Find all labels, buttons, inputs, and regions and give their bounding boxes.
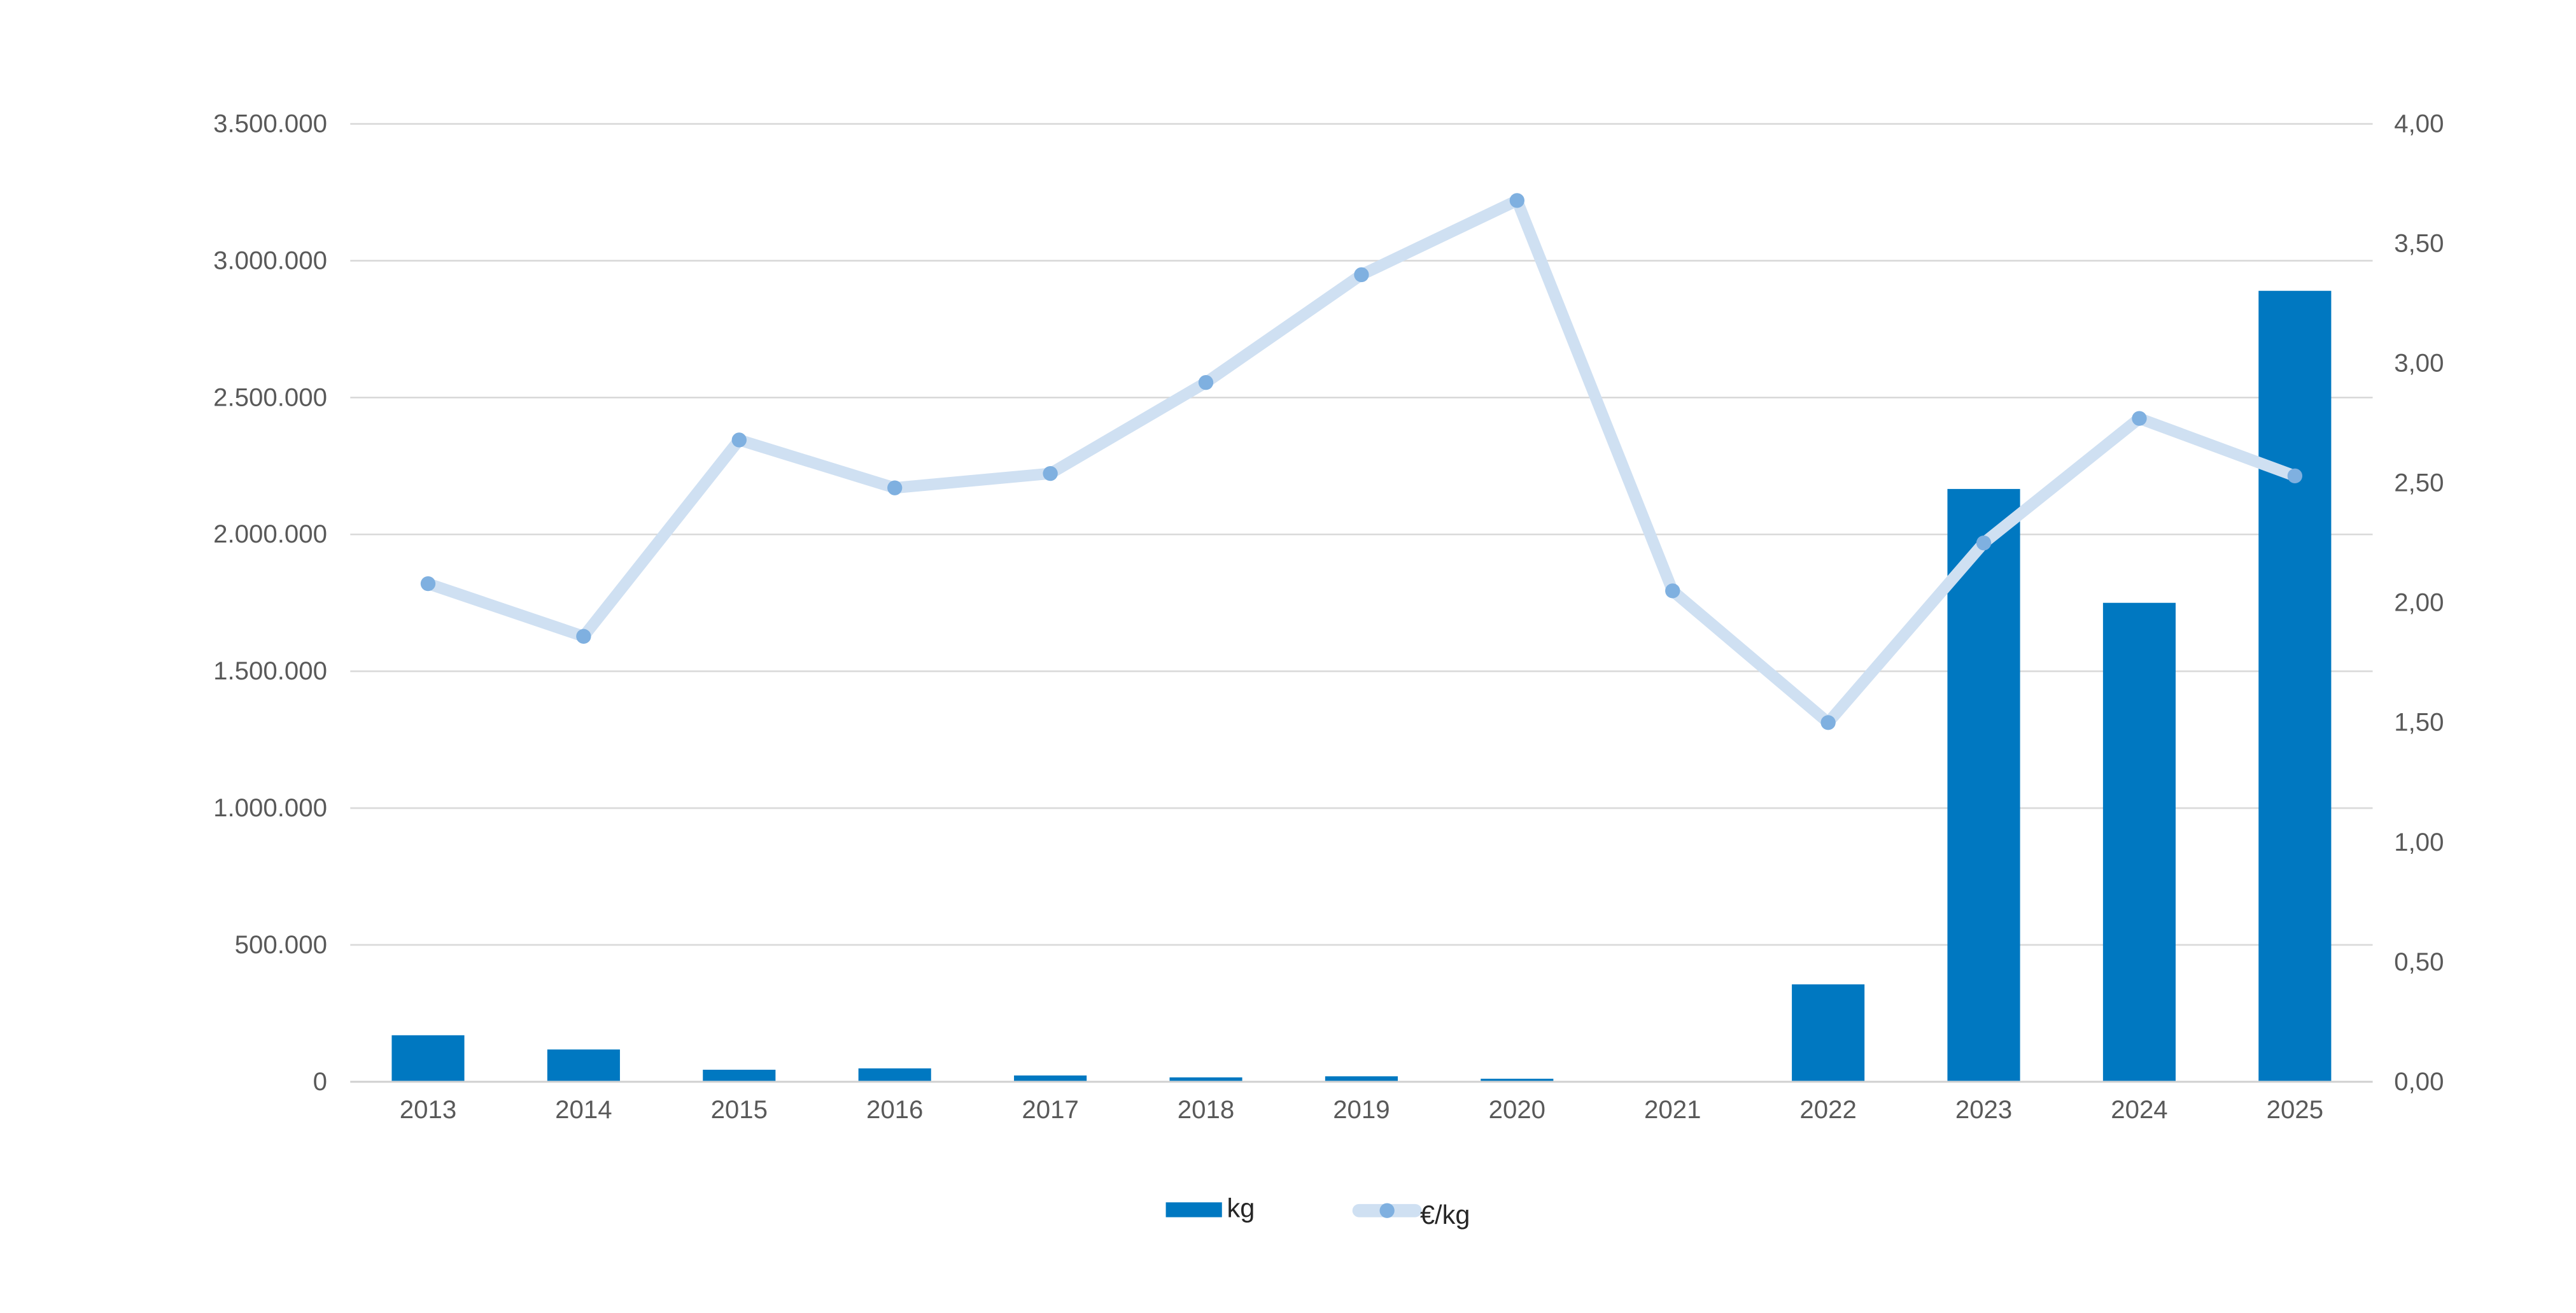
x-tick-label: 2022 <box>1799 1095 1856 1124</box>
bar-2025 <box>2258 290 2332 1082</box>
right-tick-label: 0,00 <box>2394 1067 2444 1096</box>
x-tick-label: 2017 <box>1022 1095 1078 1124</box>
bar-2013 <box>391 1035 465 1082</box>
right-tick-label: 3,00 <box>2394 349 2444 378</box>
x-axis-ticks: 2013 2014 2015 2016 2017 2018 2019 2020 2021 2022… <box>400 1095 2323 1124</box>
price-point-2017 <box>1043 465 1058 481</box>
price-point-2018 <box>1198 375 1214 390</box>
right-tick-label: 1,50 <box>2394 708 2444 737</box>
x-tick-label: 2016 <box>866 1095 923 1124</box>
bar-2020 <box>1481 1079 1554 1082</box>
bar-2019 <box>1325 1076 1398 1082</box>
price-point-2016 <box>887 480 903 495</box>
bar-2024 <box>2102 602 2176 1082</box>
x-tick-label: 2025 <box>2267 1095 2323 1124</box>
right-tick-label: 0,50 <box>2394 947 2444 976</box>
legend-price-marker <box>1379 1203 1395 1218</box>
left-tick-label: 1.500.000 <box>213 656 327 685</box>
legend-kg-label: kg <box>1227 1193 1255 1223</box>
right-tick-label: 3,50 <box>2394 229 2444 258</box>
bars <box>391 290 2332 1082</box>
left-tick-label: 3.000.000 <box>213 246 327 274</box>
legend: kg €/kg <box>1165 1193 1470 1230</box>
right-tick-label: 1,00 <box>2394 828 2444 856</box>
left-tick-label: 3.500.000 <box>213 109 327 138</box>
left-tick-label: 0 <box>313 1067 327 1096</box>
price-line <box>420 193 2303 730</box>
right-tick-label: 4,00 <box>2394 109 2444 138</box>
bar-2014 <box>547 1049 620 1082</box>
bar-2015 <box>703 1069 776 1082</box>
price-point-2020 <box>1509 193 1524 208</box>
x-tick-label: 2015 <box>711 1095 768 1124</box>
price-point-2023 <box>1976 536 1992 551</box>
right-tick-label: 2,00 <box>2394 588 2444 617</box>
x-tick-label: 2021 <box>1644 1095 1701 1124</box>
price-point-2019 <box>1354 267 1369 283</box>
price-point-2015 <box>731 432 747 448</box>
x-tick-label: 2023 <box>1955 1095 2012 1124</box>
x-tick-label: 2013 <box>400 1095 456 1124</box>
price-point-2025 <box>2287 468 2303 484</box>
price-point-2024 <box>2132 411 2147 426</box>
price-point-2021 <box>1665 583 1680 599</box>
price-point-2013 <box>420 576 436 592</box>
right-tick-label: 2,50 <box>2394 469 2444 497</box>
left-tick-label: 1.000.000 <box>213 793 327 822</box>
x-tick-label: 2020 <box>1489 1095 1545 1124</box>
x-tick-label: 2024 <box>2111 1095 2167 1124</box>
bar-2023 <box>1947 488 2020 1082</box>
left-axis-ticks: 0 500.000 1.000.000 1.500.000 2.000.000 2.500… <box>213 109 327 1095</box>
x-tick-label: 2014 <box>555 1095 612 1124</box>
bar-2018 <box>1169 1077 1242 1082</box>
gridlines <box>350 123 2373 946</box>
bar-2017 <box>1014 1075 1087 1082</box>
right-axis-ticks: 0,00 0,50 1,00 1,50 2,00 2,50 3,00 3,50 4,00 <box>2394 109 2444 1095</box>
left-tick-label: 500.000 <box>235 930 327 959</box>
x-tick-label: 2019 <box>1333 1095 1390 1124</box>
legend-kg-swatch <box>1165 1202 1222 1217</box>
left-tick-label: 2.000.000 <box>213 520 327 548</box>
x-tick-label: 2018 <box>1178 1095 1234 1124</box>
bar-2016 <box>858 1068 931 1082</box>
left-tick-label: 2.500.000 <box>213 383 327 411</box>
bar-2022 <box>1792 984 1865 1082</box>
legend-price-label: €/kg <box>1420 1200 1470 1230</box>
price-point-2014 <box>576 628 591 644</box>
price-point-2022 <box>1820 715 1836 730</box>
